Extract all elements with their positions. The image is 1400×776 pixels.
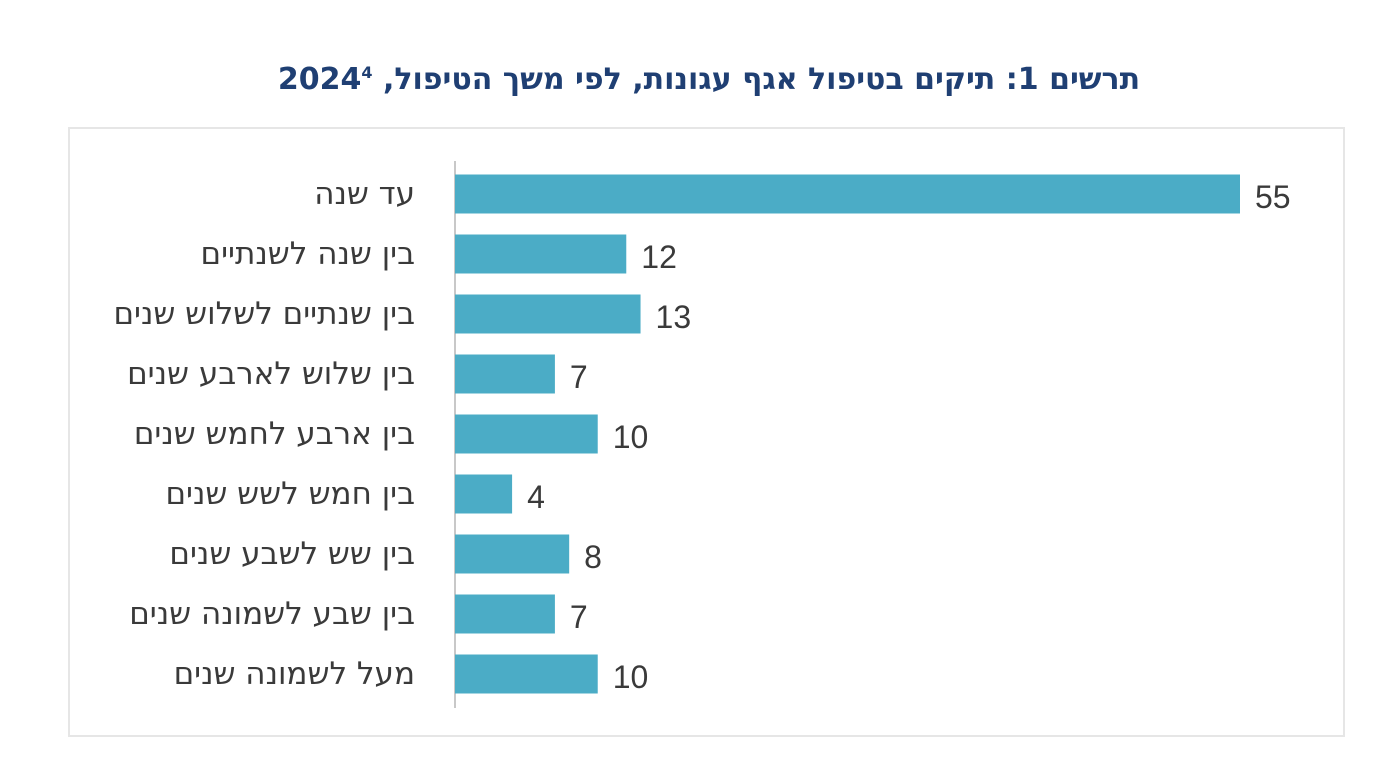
category-label-3: בין שלוש לארבע שנים [127,356,415,392]
bar-7 [455,594,555,634]
chart-title-footnote: 4 [361,63,373,82]
category-label-2: בין שנתיים לשלוש שנים [113,296,415,332]
bar-6 [455,534,570,574]
value-label-5: 4 [527,479,545,515]
category-label-0: עד שנה [314,176,415,212]
value-label-2: 13 [656,299,692,335]
value-label-1: 12 [641,239,677,275]
category-label-1: בין שנה לשנתיים [201,236,415,272]
value-label-8: 10 [613,659,649,695]
category-label-8: מעל לשמונה שנים [174,656,415,692]
chart-title-text: תרשים 1: תיקים בטיפול אגף עגונות, לפי מש… [277,62,1141,97]
bar-2 [455,294,641,334]
category-label-6: בין שש לשבע שנים [169,536,415,572]
bar-3 [455,354,555,394]
category-label-7: בין שבע לשמונה שנים [129,596,415,632]
value-label-4: 10 [613,419,649,455]
chart-title: תרשים 1: תיקים בטיפול אגף עגונות, לפי מש… [0,62,1400,97]
value-label-3: 7 [570,359,588,395]
value-label-0: 55 [1255,179,1291,215]
chart-frame [68,127,1345,737]
value-label-7: 7 [570,599,588,635]
category-label-5: בין חמש לשש שנים [165,476,415,512]
value-label-6: 8 [584,539,602,575]
bar-4 [455,414,598,454]
bar-8 [455,654,598,694]
bar-1 [455,234,627,274]
bar-0 [455,174,1240,214]
category-label-4: בין ארבע לחמש שנים [134,416,415,452]
bar-5 [455,474,513,514]
